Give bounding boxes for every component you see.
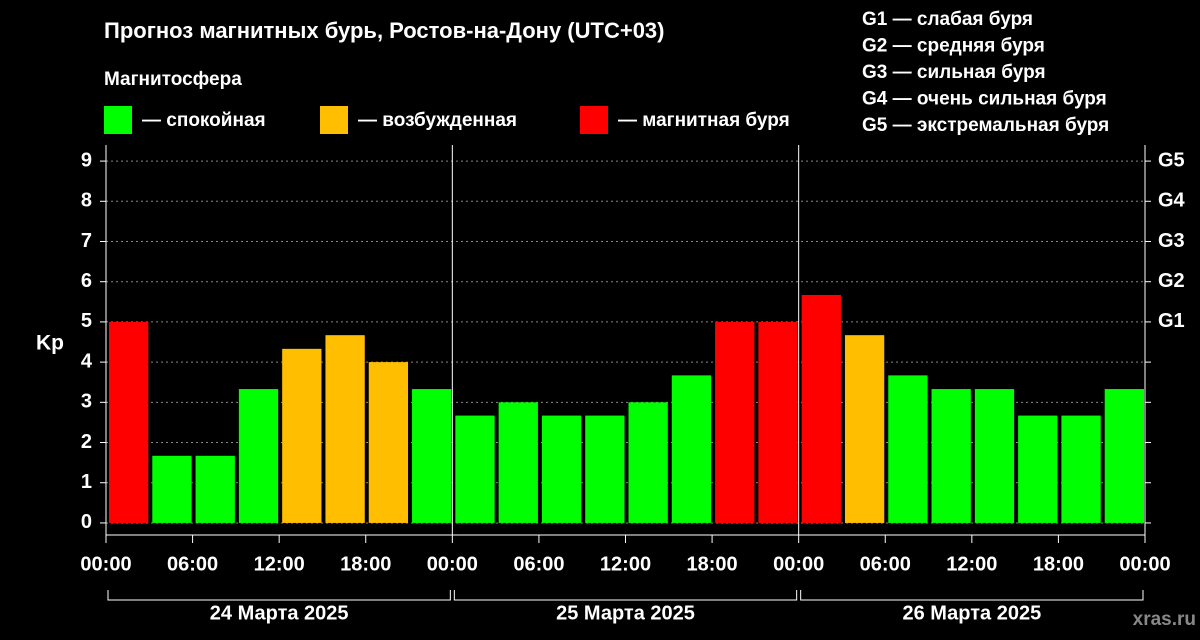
bar: [109, 321, 149, 523]
y2-tick-label: G4: [1158, 190, 1186, 212]
y2-tick-label: G5: [1158, 149, 1185, 171]
bar: [195, 455, 235, 523]
y-tick-label: 7: [81, 230, 92, 252]
g-legend-entry: G5 — экстремальная буря: [862, 115, 1109, 136]
x-tick-label: 06:00: [513, 553, 564, 575]
bar: [801, 294, 841, 523]
bar: [282, 348, 322, 523]
g-legend-entry: G2 — средняя буря: [862, 36, 1045, 57]
g-legend-entry: G1 — слабая буря: [862, 9, 1033, 30]
x-tick-label: 18:00: [1033, 553, 1084, 575]
g-legend-entry: G3 — сильная буря: [862, 62, 1046, 83]
y-tick-label: 6: [81, 270, 92, 292]
bar: [1018, 415, 1058, 523]
bar: [325, 335, 365, 523]
bar: [931, 389, 971, 523]
bar: [541, 415, 582, 523]
y-tick-label: 4: [81, 350, 93, 372]
x-tick-label: 18:00: [340, 553, 391, 575]
day-bracket: [107, 590, 451, 601]
legend-label: — возбужденная: [358, 110, 517, 131]
x-tick-label: 00:00: [773, 553, 824, 575]
bar: [152, 455, 192, 523]
x-tick-label: 12:00: [600, 553, 651, 575]
x-tick-label: 12:00: [254, 553, 305, 575]
day-label: 24 Марта 2025: [210, 602, 349, 624]
x-tick-label: 06:00: [167, 553, 218, 575]
y-tick-label: 1: [81, 471, 92, 493]
bar: [455, 415, 495, 523]
y-tick-label: 8: [81, 190, 92, 212]
y2-tick-label: G3: [1158, 230, 1185, 252]
bar: [1061, 415, 1101, 523]
y-tick-label: 9: [81, 149, 92, 171]
legend-title: Магнитосфера: [104, 69, 242, 90]
bar: [628, 402, 668, 523]
legend-label: — магнитная буря: [618, 110, 790, 131]
bar: [888, 375, 928, 523]
x-tick-label: 00:00: [80, 553, 131, 575]
bar: [412, 389, 452, 523]
x-tick-label: 12:00: [946, 553, 997, 575]
bar: [671, 375, 712, 523]
watermark: xras.ru: [1133, 609, 1196, 630]
chart-title: Прогноз магнитных бурь, Ростов-на-Дону (…: [104, 18, 665, 43]
x-tick-label: 00:00: [427, 553, 478, 575]
bar: [758, 321, 798, 523]
x-tick-label: 00:00: [1119, 553, 1170, 575]
y2-tick-label: G2: [1158, 270, 1185, 292]
bar: [974, 389, 1015, 523]
bar: [368, 362, 409, 523]
y-tick-label: 5: [81, 310, 92, 332]
bar: [585, 415, 625, 523]
legend-swatch: [104, 106, 132, 134]
bar: [498, 402, 538, 523]
y-axis-label: Kp: [36, 332, 64, 355]
day-bracket: [453, 590, 798, 601]
g-legend-entry: G4 — очень сильная буря: [862, 89, 1107, 110]
bar: [715, 321, 755, 523]
bar: [238, 389, 279, 523]
x-tick-label: 18:00: [687, 553, 738, 575]
day-label: 26 Марта 2025: [902, 602, 1041, 624]
legend-swatch: [320, 106, 348, 134]
day-bracket: [800, 590, 1144, 601]
y2-tick-label: G1: [1158, 310, 1185, 332]
y-tick-label: 0: [81, 511, 92, 533]
bar: [1104, 389, 1144, 523]
y-tick-label: 2: [81, 431, 92, 453]
bar: [844, 335, 885, 523]
day-label: 25 Марта 2025: [556, 602, 695, 624]
legend-label: — спокойная: [142, 110, 266, 131]
legend-swatch: [580, 106, 608, 134]
y-tick-label: 3: [81, 391, 92, 413]
x-tick-label: 06:00: [860, 553, 911, 575]
